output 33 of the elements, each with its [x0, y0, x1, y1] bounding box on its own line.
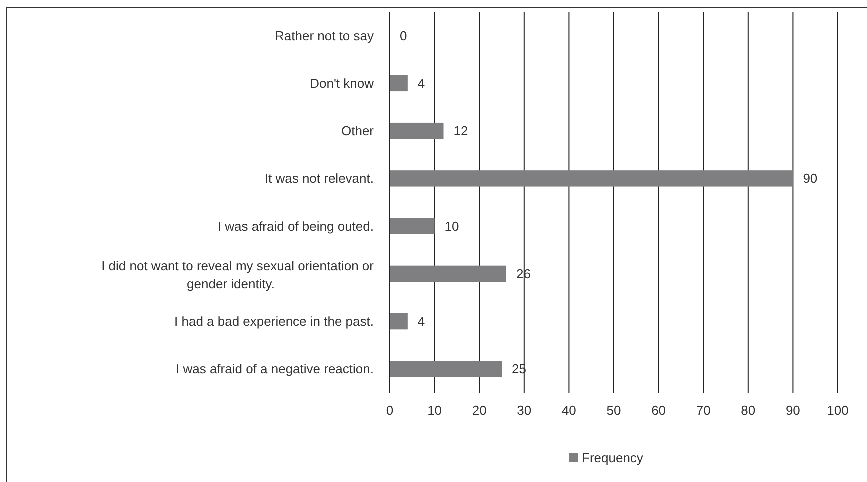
x-tick-label: 80	[741, 403, 756, 418]
y-tick-label: Don't know	[310, 76, 375, 91]
x-tick-label: 60	[652, 403, 666, 418]
data-label: 4	[418, 314, 426, 330]
bar	[390, 266, 506, 282]
x-tick-label: 50	[606, 403, 622, 418]
y-tick-label: Other	[341, 124, 375, 139]
data-label: 0	[400, 28, 408, 44]
bar	[390, 361, 502, 378]
x-tick-label: 70	[696, 403, 711, 418]
x-tick-label: 0	[386, 403, 394, 418]
data-label: 4	[418, 76, 426, 91]
bar	[390, 122, 444, 140]
data-label: 10	[444, 218, 460, 234]
y-tick-label: Rather not to say	[275, 28, 374, 44]
bar	[390, 75, 408, 92]
x-tick-label: 10	[428, 403, 442, 418]
bar	[390, 218, 435, 234]
y-tick-label: I was afraid of a negative reaction.	[176, 362, 374, 377]
data-label: 12	[454, 124, 468, 139]
y-tick-label: I was afraid of being outed.	[218, 218, 374, 234]
y-tick-label: I did not want to reveal my sexual orientation or gender identity.	[102, 258, 375, 292]
legend-label: Frequency	[582, 450, 644, 466]
x-tick-label: 20	[472, 403, 487, 418]
y-tick-label: It was not relevant.	[264, 171, 374, 186]
x-tick-label: 100	[827, 403, 849, 418]
x-tick-label: 30	[517, 403, 532, 418]
y-tick-label: I had a bad experience in the past.	[174, 314, 374, 330]
x-tick-label: 40	[562, 403, 576, 418]
x-tick-label: 90	[786, 403, 800, 418]
data-label: 90	[803, 171, 818, 186]
bar	[390, 170, 794, 187]
bar	[390, 313, 408, 330]
